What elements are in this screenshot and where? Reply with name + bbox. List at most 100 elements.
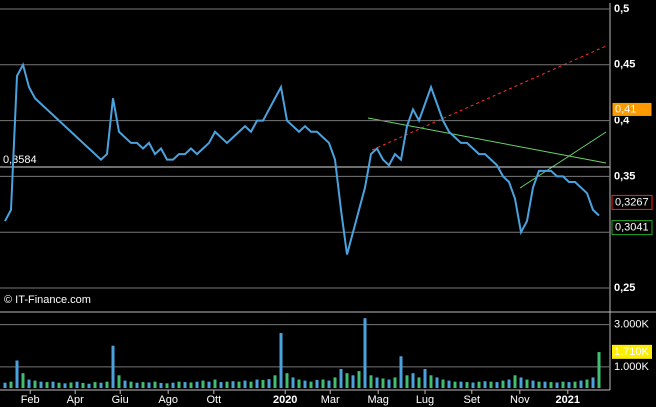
y-tick-label: 0,25 xyxy=(614,282,635,294)
volume-bar xyxy=(3,382,7,388)
volume-bar xyxy=(393,377,397,388)
volume-bar xyxy=(273,375,277,388)
volume-bar xyxy=(15,360,19,388)
volume-bar xyxy=(363,318,367,388)
volume-bar xyxy=(561,381,565,388)
volume-bar xyxy=(339,368,343,388)
x-tick-label: Giu xyxy=(112,394,129,406)
volume-bar xyxy=(195,381,199,388)
x-tick-label: Apr xyxy=(67,394,84,406)
volume-bar xyxy=(93,382,97,388)
volume-bar xyxy=(285,373,289,388)
volume-bar xyxy=(423,368,427,388)
volume-bar xyxy=(471,382,475,388)
volume-bar xyxy=(123,380,127,388)
volume-bar xyxy=(525,379,529,388)
x-tick-label: Lug xyxy=(416,394,434,406)
x-tick-label: Mar xyxy=(321,394,340,406)
volume-bar xyxy=(447,380,451,388)
volume-bar xyxy=(303,380,307,388)
price-label-box xyxy=(611,194,653,210)
volume-bar xyxy=(261,379,265,388)
volume-bar xyxy=(75,381,79,388)
reference-label: 0,3584 xyxy=(3,154,37,166)
volume-bar xyxy=(555,382,559,388)
price-label: 0,3041 xyxy=(615,222,649,234)
volume-bar xyxy=(39,381,43,388)
volume-bar xyxy=(21,373,25,388)
volume-bar xyxy=(315,379,319,388)
volume-bar xyxy=(231,381,235,388)
price-line xyxy=(4,62,600,255)
volume-bar xyxy=(201,380,205,388)
volume-bar xyxy=(465,382,469,388)
volume-bar xyxy=(483,381,487,388)
y-tick-label: 0,35 xyxy=(614,170,635,182)
volume-bar xyxy=(477,381,481,388)
volume-bar xyxy=(27,379,31,388)
volume-bar xyxy=(159,382,163,388)
volume-bar xyxy=(519,377,523,388)
x-tick-label: Feb xyxy=(21,394,40,406)
trend-line xyxy=(371,45,607,151)
volume-bar xyxy=(387,379,391,388)
volume-bar xyxy=(147,382,151,388)
x-tick-label: 2021 xyxy=(556,394,580,406)
volume-bar xyxy=(411,373,415,388)
volume-bar xyxy=(573,381,577,388)
volume-bar xyxy=(579,380,583,388)
volume-bar xyxy=(9,381,13,388)
volume-bar xyxy=(441,379,445,388)
x-tick-label: 2020 xyxy=(273,394,297,406)
volume-bar xyxy=(87,383,91,388)
x-tick-label: Nov xyxy=(510,394,530,406)
x-tick-label: Set xyxy=(464,394,481,406)
volume-bar xyxy=(399,356,403,388)
volume-bar xyxy=(369,375,373,388)
volume-bar xyxy=(321,379,325,388)
volume-bar xyxy=(267,379,271,388)
volume-bar xyxy=(591,377,595,388)
volume-bar xyxy=(183,382,187,388)
volume-bar xyxy=(345,373,349,388)
volume-bar xyxy=(291,377,295,388)
volume-bar xyxy=(327,380,331,388)
volume-bar xyxy=(417,377,421,388)
volume-bar xyxy=(453,381,457,388)
volume-bar xyxy=(45,382,49,388)
volume-label: 1.710K xyxy=(614,346,650,358)
volume-bar xyxy=(333,377,337,388)
volume-bar xyxy=(117,375,121,388)
volume-bar xyxy=(549,382,553,388)
volume-bar xyxy=(537,381,541,388)
volume-bar xyxy=(69,382,73,388)
volume-bar xyxy=(33,380,37,388)
volume-bar xyxy=(489,381,493,388)
volume-bar xyxy=(351,375,355,388)
volume-bar xyxy=(207,381,211,388)
y-tick-label: 0,4 xyxy=(614,115,630,127)
volume-tick-label: 3.000K xyxy=(614,318,650,330)
volume-bar xyxy=(81,382,85,388)
volume-bar xyxy=(459,381,463,388)
price-label: 0,41 xyxy=(615,103,636,115)
volume-bar xyxy=(585,379,589,388)
volume-bar xyxy=(531,380,535,388)
price-label: 0,3267 xyxy=(615,196,649,208)
volume-bar xyxy=(189,382,193,388)
volume-bar xyxy=(141,382,145,388)
volume-bar xyxy=(381,378,385,388)
volume-bar xyxy=(111,345,115,388)
price-label-box xyxy=(611,220,653,236)
volume-bar xyxy=(495,382,499,388)
volume-bar xyxy=(177,381,181,388)
x-tick-label: Mag xyxy=(367,394,388,406)
price-label-box xyxy=(611,101,653,117)
volume-bar xyxy=(105,381,109,388)
volume-bar xyxy=(255,379,259,388)
volume-bar xyxy=(219,382,223,388)
volume-bar xyxy=(297,379,301,388)
volume-bar xyxy=(129,381,133,388)
